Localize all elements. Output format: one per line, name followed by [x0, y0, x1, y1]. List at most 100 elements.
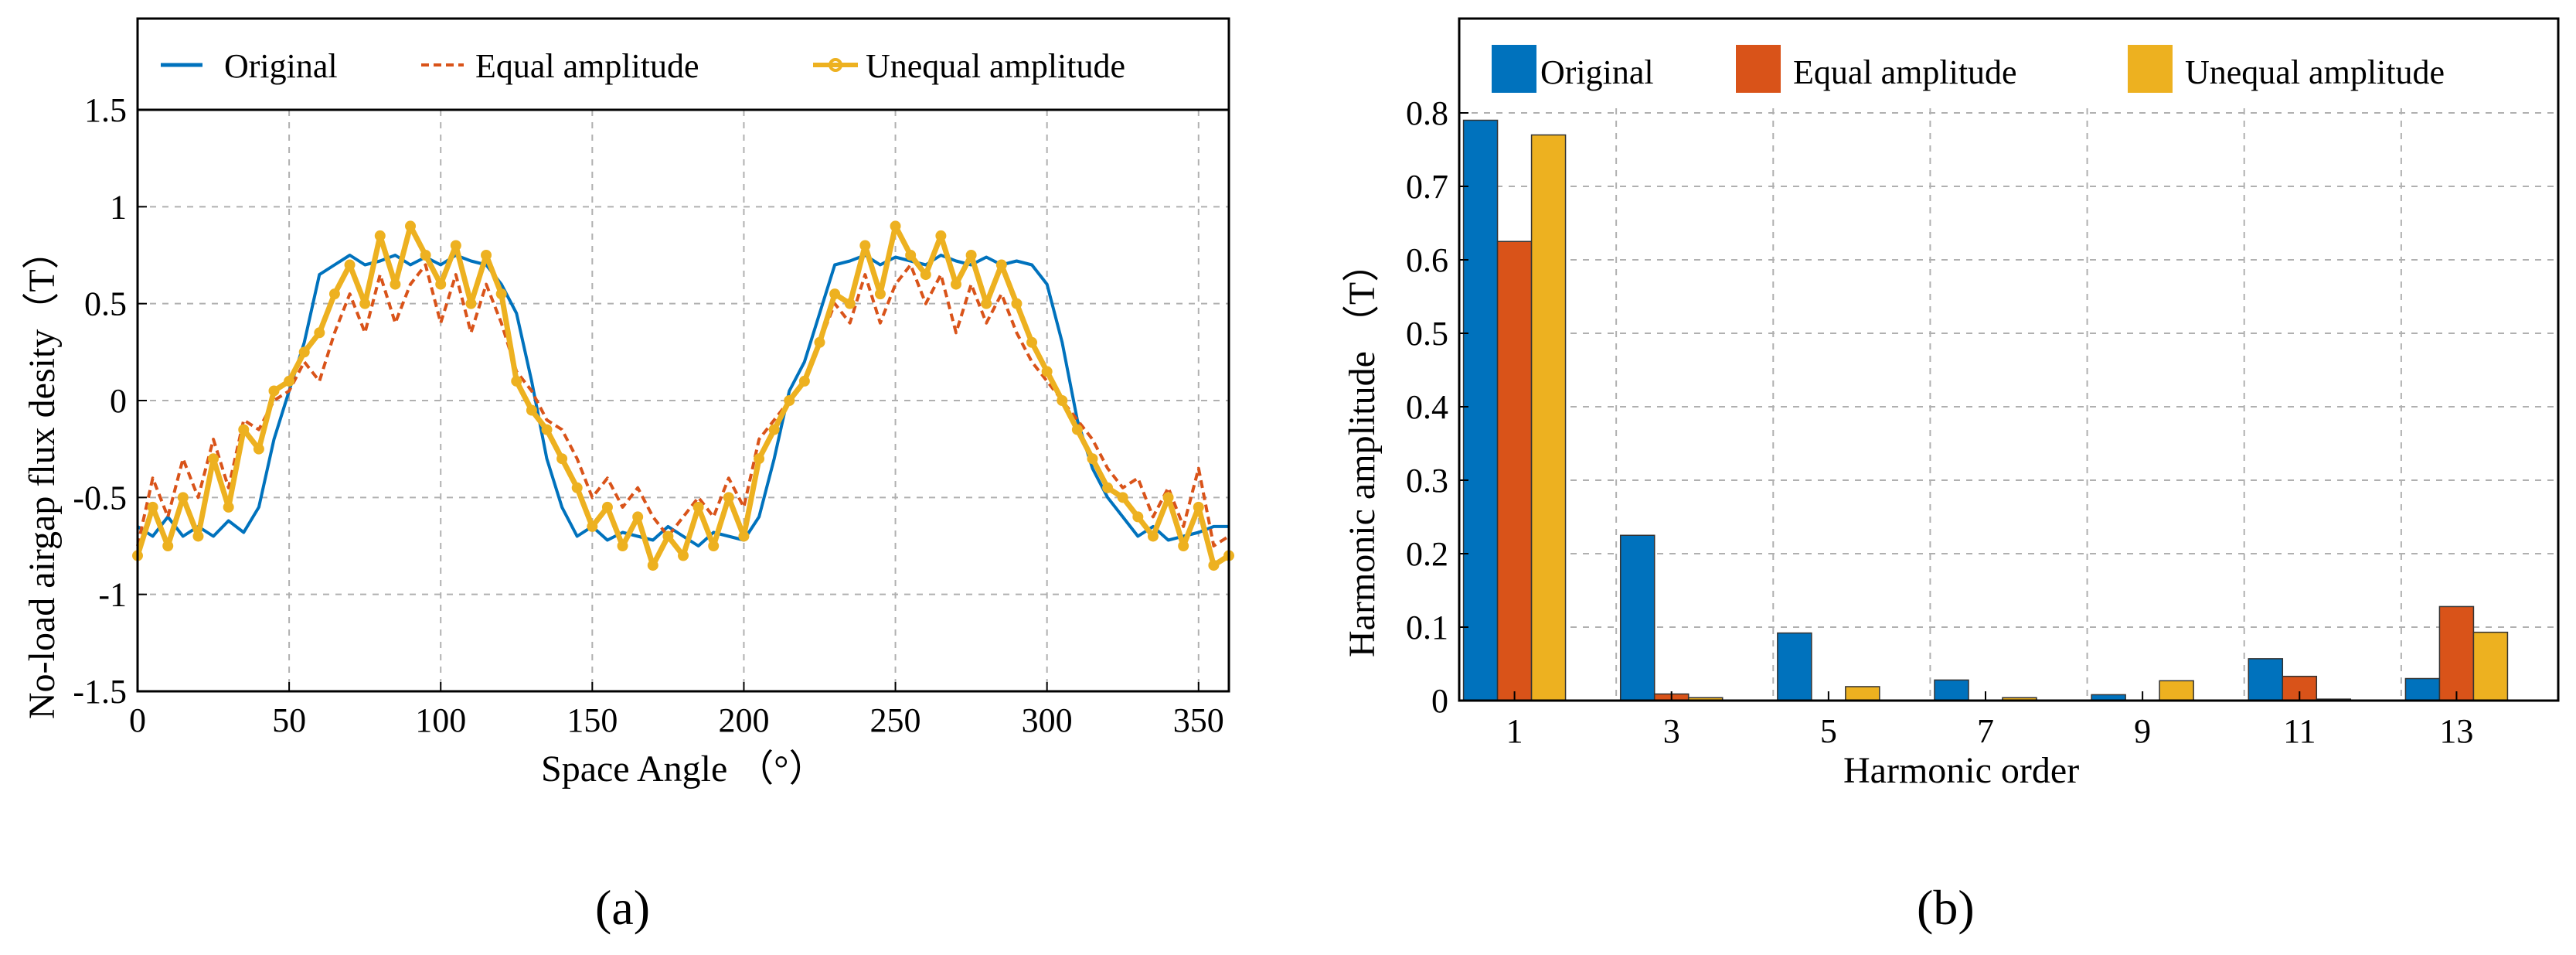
chart-a-unequal-point — [1011, 298, 1023, 309]
chart-a-unequal-point — [723, 492, 734, 503]
chart-a-unequal-point — [905, 250, 917, 261]
chart-a-xtick-label: 100 — [415, 701, 466, 739]
chart-a-unequal-point — [1057, 395, 1068, 406]
chart-a-unequal-point — [511, 375, 522, 387]
chart-a-unequal-point — [495, 288, 507, 300]
chart-b-bar-original-h3 — [1619, 534, 1656, 701]
chart-b-ytick-label: 0 — [1431, 682, 1448, 720]
legend-a-unequal-marker — [829, 58, 842, 72]
chart-a-unequal-point — [420, 250, 431, 261]
chart-a-unequal-point — [1147, 530, 1159, 542]
chart-b-bar-equal-amplitude-h13 — [2438, 605, 2475, 701]
chart-a-unequal-point — [965, 250, 977, 261]
chart-b-xtick-label: 7 — [1977, 712, 1994, 750]
legend-b-unequal-swatch — [2128, 45, 2173, 93]
chart-a-unequal-point — [177, 492, 189, 503]
chart-a-unequal-point — [1071, 424, 1083, 435]
legend-a-equal-label: Equal amplitude — [475, 47, 699, 85]
chart-a-unequal-point — [859, 240, 871, 251]
chart-a-unequal-point — [951, 278, 961, 290]
legend-a-original-label: Original — [224, 47, 338, 85]
chart-b-ytick-label: 0.8 — [1406, 94, 1448, 132]
chart-b-bar-original-h1 — [1462, 119, 1499, 701]
chart-a-unequal-point — [1117, 492, 1128, 503]
chart-b-ytick-label: 0.3 — [1406, 462, 1448, 500]
chart-b-legend: Original Equal amplitude Unequal amplitu… — [1492, 45, 2445, 93]
chart-b-bar-original-h11 — [2248, 658, 2284, 701]
chart-a-tick-group: 0 50 100 150 200 250 300 350 1.5 1 0.5 0 -0.5 -1 -1.5 — [73, 91, 1223, 739]
chart-a-unequal-point — [1132, 511, 1144, 523]
chart-b-xtick-label: 9 — [2134, 712, 2151, 750]
chart-a-unequal-point — [829, 288, 841, 300]
chart-a-unequal-point — [556, 453, 568, 465]
chart-a-unequal-point — [435, 278, 447, 290]
chart-a-unequal-point — [601, 501, 613, 513]
chart-b-xtick-label: 13 — [2439, 712, 2473, 750]
chart-a-grid — [138, 110, 1229, 691]
chart-a-xtick-label: 50 — [272, 701, 306, 739]
chart-a-ylabel: No-load airgap flux desity（T） — [22, 232, 63, 719]
chart-a-unequal-point — [192, 530, 204, 542]
chart-a-unequal-point — [662, 530, 674, 542]
chart-b-xtick-label: 5 — [1820, 712, 1837, 750]
chart-a-unequal-point — [571, 482, 583, 493]
chart-a-unequal-point — [874, 288, 886, 300]
chart-a-unequal-point — [632, 511, 644, 523]
chart-a-unequal-point — [692, 501, 704, 513]
chart-a-ytick-label: 1.5 — [84, 91, 127, 129]
legend-b-equal-swatch — [1736, 45, 1781, 93]
chart-a-unequal-point — [1208, 560, 1220, 571]
chart-a-xtick-label: 150 — [567, 701, 618, 739]
legend-a-unequal-label: Unequal amplitude — [866, 47, 1125, 85]
chart-a-unequal-point — [814, 336, 825, 348]
chart-a-unequal-point — [374, 230, 386, 241]
chart-a-unequal-point — [890, 220, 901, 232]
chart-b-ytick-label: 0.7 — [1406, 168, 1448, 206]
chart-b-bar-unequal-amplitude-h9 — [2159, 680, 2194, 701]
chart-a-xlabel: Space Angle （°） — [541, 749, 825, 790]
chart-a-ytick-label: -0.5 — [73, 479, 127, 517]
chart-b-bar-original-h7 — [1934, 679, 1969, 701]
chart-a-unequal-point — [1178, 541, 1189, 551]
chart-a-unequal-point — [481, 250, 492, 261]
chart-a-series-group — [132, 220, 1234, 571]
chart-a-unequal-point — [450, 240, 461, 251]
chart-a-ytick-label: -1 — [98, 576, 127, 614]
chart-b-bar-original-h5 — [1777, 632, 1812, 701]
chart-a-unequal-point — [647, 560, 658, 571]
chart-a-frame — [136, 17, 1230, 693]
chart-a-unequal-point — [768, 424, 780, 435]
chart-a-xtick-label: 0 — [129, 701, 146, 739]
chart-a-unequal-point — [359, 298, 371, 309]
chart-b-bar-unequal-amplitude-h1 — [1530, 134, 1567, 701]
chart-b-ytick-label: 0.6 — [1406, 241, 1448, 279]
chart-b-bar-original-h13 — [2404, 677, 2441, 701]
chart-b-ytick-label: 0.2 — [1406, 535, 1448, 573]
legend-b-original-label: Original — [1540, 53, 1654, 91]
chart-a-unequal-point — [328, 288, 340, 300]
chart-b-bar-unequal-amplitude-h5 — [1845, 686, 1880, 701]
chart-a-unequal-point — [526, 404, 537, 416]
chart-a-unequal-point — [798, 375, 810, 387]
chart-b-xlabel: Harmonic order — [1843, 750, 2079, 791]
chart-a-unequal-point — [268, 385, 280, 397]
chart-a-xtick-label: 200 — [718, 701, 769, 739]
chart-a-unequal-point — [298, 346, 310, 358]
chart-a-unequal-point — [995, 259, 1007, 271]
chart-b-bar-group — [1462, 119, 2509, 701]
chart-b-xtick-label: 1 — [1506, 712, 1523, 750]
chart-b-bar-unequal-amplitude-h13 — [2472, 631, 2509, 701]
chart-a-legend: Original Equal amplitude Unequal amplitu… — [161, 47, 1125, 85]
chart-a-unequal-point — [754, 453, 765, 465]
chart-a-unequal-point — [344, 259, 356, 271]
legend-b-original-swatch — [1492, 45, 1536, 93]
chart-a-unequal-point — [465, 298, 477, 309]
chart-a-unequal-point — [738, 530, 750, 542]
chart-b-xtick-label: 11 — [2283, 712, 2316, 750]
chart-a-unequal-point — [920, 269, 931, 281]
chart-b-ylabel: Harmonic amplitude （T） — [1342, 245, 1383, 657]
chart-a-series-original-line — [136, 254, 1229, 547]
chart-a-unequal-point — [405, 220, 416, 232]
chart-a-unequal-point — [587, 520, 598, 532]
